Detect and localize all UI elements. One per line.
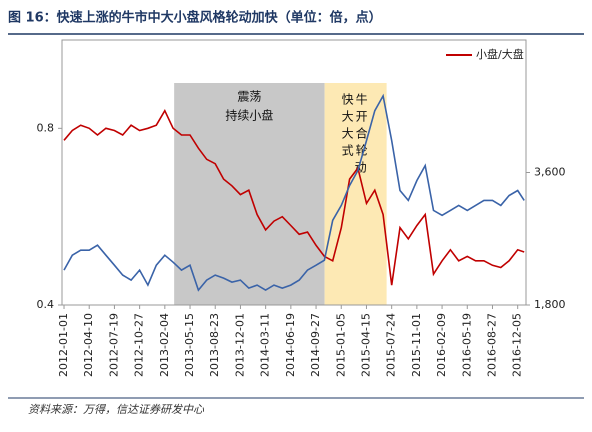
x-tick-label: 2014-09-27 bbox=[309, 313, 322, 377]
x-tick-label: 2015-04-15 bbox=[359, 313, 372, 377]
x-tick-label: 2013-02-04 bbox=[158, 313, 171, 377]
x-tick-label: 2016-02-09 bbox=[435, 313, 448, 377]
region-label: 大合 bbox=[342, 126, 370, 141]
x-tick-label: 2016-05-19 bbox=[460, 313, 473, 377]
x-tick-label: 2012-07-19 bbox=[107, 313, 120, 377]
y2-tick-label: 3,600 bbox=[534, 166, 566, 179]
x-tick-label: 2016-08-27 bbox=[485, 313, 498, 377]
x-tick-label: 2015-01-05 bbox=[334, 313, 347, 377]
x-tick-label: 2013-08-23 bbox=[208, 313, 221, 377]
chart-title: 图 16：快速上涨的牛市中大小盘风格轮动加快（单位：倍，点） bbox=[8, 10, 382, 26]
x-tick-label: 2015-11-01 bbox=[410, 313, 423, 377]
legend-label: 小盘/大盘 bbox=[476, 47, 524, 61]
x-tick-label: 2012-01-01 bbox=[57, 313, 70, 377]
x-tick-label: 2016-12-05 bbox=[511, 313, 524, 377]
region-label: 式轮 bbox=[342, 144, 370, 158]
x-tick-label: 2013-05-15 bbox=[183, 313, 196, 377]
y-tick-label: 0.8 bbox=[37, 121, 55, 134]
x-tick-label: 2015-07-24 bbox=[385, 313, 398, 377]
y-tick-label: 0.4 bbox=[37, 298, 55, 311]
region-label: 震荡 bbox=[237, 90, 261, 104]
series-line bbox=[63, 108, 525, 286]
x-tick-label: 2012-10-27 bbox=[133, 313, 146, 377]
region-label: 持续小盘 bbox=[225, 108, 273, 123]
x-tick-label: 2014-06-19 bbox=[284, 313, 297, 377]
region-label: 大开 bbox=[342, 110, 370, 124]
source: 资料来源：万得，信达证券研发中心 bbox=[28, 403, 205, 416]
x-tick-label: 2012-04-10 bbox=[82, 313, 95, 377]
x-tick-label: 2013-12-01 bbox=[233, 313, 246, 377]
x-tick-label: 2014-03-11 bbox=[259, 313, 272, 377]
y2-tick-label: 1,800 bbox=[534, 298, 566, 311]
region-label: 快牛 bbox=[342, 92, 370, 107]
series-line bbox=[63, 93, 525, 292]
